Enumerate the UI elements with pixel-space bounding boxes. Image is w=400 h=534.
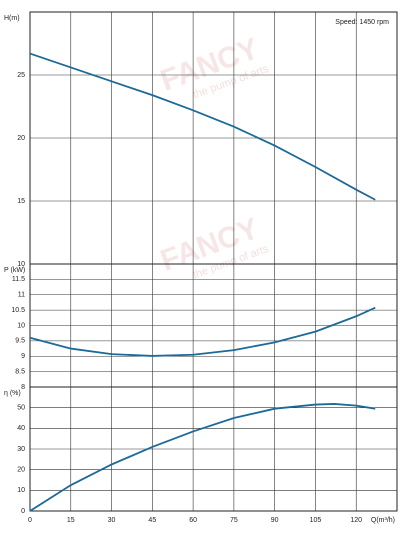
x-tick-label: 45: [148, 517, 156, 524]
y-axis-label: η (%): [4, 390, 21, 397]
y-tick-label: 8.5: [15, 368, 25, 375]
y-tick-label: 20: [17, 135, 25, 142]
y-tick-label: 11.5: [12, 276, 25, 283]
y-tick-label: 25: [17, 72, 25, 79]
y-tick-label: 0: [21, 508, 25, 515]
y-axis-label: P (kW): [4, 267, 25, 274]
x-tick-label: 60: [189, 517, 197, 524]
y-tick-label: 10: [17, 487, 25, 494]
curve: [29, 52, 376, 201]
x-tick-label: 105: [310, 517, 322, 524]
panel-frame: [29, 386, 398, 512]
y-tick-label: 40: [17, 425, 25, 432]
annotation: Speed: 1450 rpm: [335, 19, 389, 26]
x-tick-label: 90: [271, 517, 279, 524]
x-tick-label: 120: [350, 517, 362, 524]
curve: [29, 306, 376, 357]
curve: [29, 403, 376, 512]
y-tick-label: 10: [17, 261, 25, 268]
x-tick-label: 30: [108, 517, 116, 524]
y-tick-label: 9.5: [15, 338, 25, 345]
y-tick-label: 20: [17, 467, 25, 474]
y-tick-label: 50: [17, 405, 25, 412]
x-tick-label: 15: [67, 517, 75, 524]
y-tick-label: 30: [17, 446, 25, 453]
x-axis-label: Q(m³/h): [371, 517, 395, 524]
y-tick-label: 9: [21, 353, 25, 360]
x-tick-label: 0: [28, 517, 32, 524]
y-tick-label: 10: [17, 322, 25, 329]
x-tick-label: 75: [230, 517, 238, 524]
y-tick-label: 10.5: [11, 307, 25, 314]
y-tick-label: 11: [18, 292, 25, 299]
y-axis-label: H(m): [4, 15, 20, 22]
y-tick-label: 8: [21, 384, 25, 391]
y-tick-label: 15: [17, 198, 25, 205]
